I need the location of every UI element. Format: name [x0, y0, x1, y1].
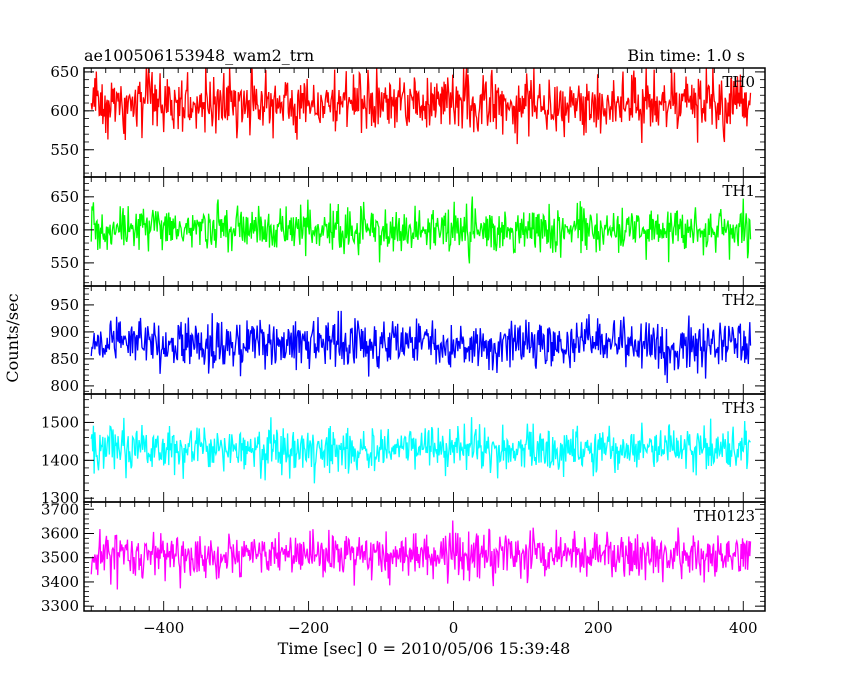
series-th3-line [90, 417, 752, 484]
x-tick-label: −200 [288, 619, 329, 637]
y-tick-label-th0123: 3400 [41, 573, 79, 591]
y-tick-label-th3: 1500 [41, 413, 79, 431]
panel-th3-label: TH3 [722, 399, 755, 417]
plot-title: ae100506153948_wam2_trn [84, 46, 314, 65]
panel-th0-frame [83, 67, 766, 178]
y-tick-label-th0: 650 [50, 63, 79, 81]
y-tick-label-th1: 550 [50, 254, 79, 272]
y-tick-label-th2: 850 [50, 350, 79, 368]
y-tick-label-th2: 900 [50, 323, 79, 341]
panels-group: 550 600 650 TH0 550 600 650 TH1 800 850 900 950 TH2 1… [41, 63, 766, 615]
series-th0-line [90, 68, 752, 145]
x-axis-label: Time [sec] 0 = 2010/05/06 15:39:48 [278, 639, 571, 658]
series-th1-line [90, 196, 752, 264]
y-tick-label-th3: 1400 [41, 451, 79, 469]
y-tick-label-th0: 600 [50, 102, 79, 120]
y-tick-label-th0123: 3600 [41, 524, 79, 542]
y-tick-label-th0123: 3700 [41, 500, 79, 518]
x-tick-label: 0 [449, 619, 459, 637]
y-tick-label-th3: 1300 [41, 489, 79, 507]
panel-th0-label: TH0 [722, 73, 755, 91]
y-tick-label-th2: 800 [50, 377, 79, 395]
y-tick-label-th1: 650 [50, 188, 79, 206]
panel-th1-label: TH1 [722, 182, 755, 200]
x-tick-label: 400 [729, 619, 758, 637]
y-tick-label-th0: 550 [50, 141, 79, 159]
y-tick-label-th0123: 3300 [41, 597, 79, 615]
bin-time-label: Bin time: 1.0 s [627, 46, 745, 65]
series-th0123-line [90, 520, 752, 590]
x-tick-label: 200 [584, 619, 613, 637]
y-axis-label: Counts/sec [3, 293, 22, 382]
y-tick-label-th1: 600 [50, 221, 79, 239]
x-tick-labels: −400 −200 0 200 400 [143, 619, 757, 637]
series-th2-line [90, 310, 752, 383]
panel-th0123-label: TH0123 [694, 507, 755, 525]
y-tick-label-th0123: 3500 [41, 549, 79, 567]
x-tick-label: −400 [143, 619, 184, 637]
y-tick-label-th2: 950 [50, 296, 79, 314]
panel-th2-label: TH2 [722, 291, 755, 309]
